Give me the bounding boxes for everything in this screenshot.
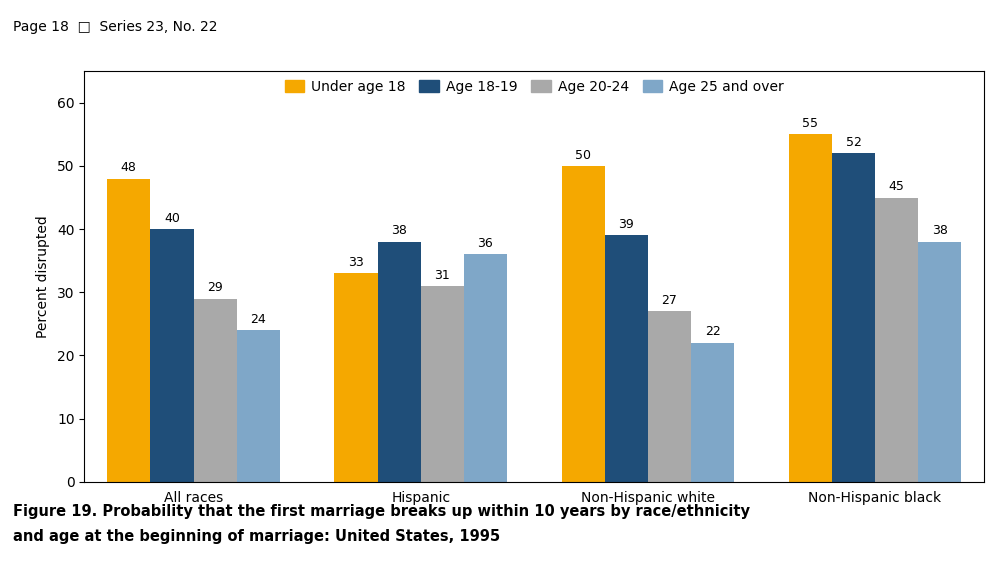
Bar bbox=[832, 153, 875, 482]
Text: 36: 36 bbox=[477, 237, 493, 250]
Bar bbox=[150, 229, 194, 482]
Y-axis label: Percent disrupted: Percent disrupted bbox=[36, 215, 51, 338]
Text: Page 18  □  Series 23, No. 22: Page 18 □ Series 23, No. 22 bbox=[13, 20, 218, 34]
Text: 38: 38 bbox=[931, 225, 947, 237]
Bar bbox=[918, 242, 961, 482]
Bar bbox=[788, 135, 832, 482]
Bar bbox=[604, 235, 648, 482]
Bar bbox=[464, 254, 507, 482]
Bar bbox=[237, 330, 280, 482]
Bar bbox=[648, 311, 691, 482]
Bar bbox=[334, 273, 378, 482]
Text: 27: 27 bbox=[661, 294, 677, 307]
Text: and age at the beginning of marriage: United States, 1995: and age at the beginning of marriage: Un… bbox=[13, 529, 500, 544]
Text: 38: 38 bbox=[392, 225, 408, 237]
Text: 50: 50 bbox=[576, 149, 591, 161]
Text: 29: 29 bbox=[207, 281, 223, 294]
Text: 22: 22 bbox=[705, 325, 721, 339]
Text: 40: 40 bbox=[164, 211, 180, 225]
Text: 39: 39 bbox=[618, 218, 634, 231]
Text: Figure 19. Probability that the first marriage breaks up within 10 years by race: Figure 19. Probability that the first ma… bbox=[13, 504, 749, 519]
Bar bbox=[194, 299, 237, 482]
Bar bbox=[691, 343, 735, 482]
Bar bbox=[378, 242, 420, 482]
Legend: Under age 18, Age 18-19, Age 20-24, Age 25 and over: Under age 18, Age 18-19, Age 20-24, Age … bbox=[279, 74, 789, 99]
Text: 55: 55 bbox=[802, 117, 818, 130]
Text: 52: 52 bbox=[846, 136, 862, 149]
Text: 24: 24 bbox=[250, 313, 266, 325]
Bar bbox=[420, 286, 464, 482]
Bar bbox=[562, 166, 604, 482]
Text: 33: 33 bbox=[348, 256, 364, 269]
Bar bbox=[875, 198, 918, 482]
Text: 48: 48 bbox=[121, 161, 137, 174]
Text: 31: 31 bbox=[434, 268, 450, 282]
Text: 45: 45 bbox=[889, 180, 905, 193]
Bar bbox=[107, 178, 150, 482]
